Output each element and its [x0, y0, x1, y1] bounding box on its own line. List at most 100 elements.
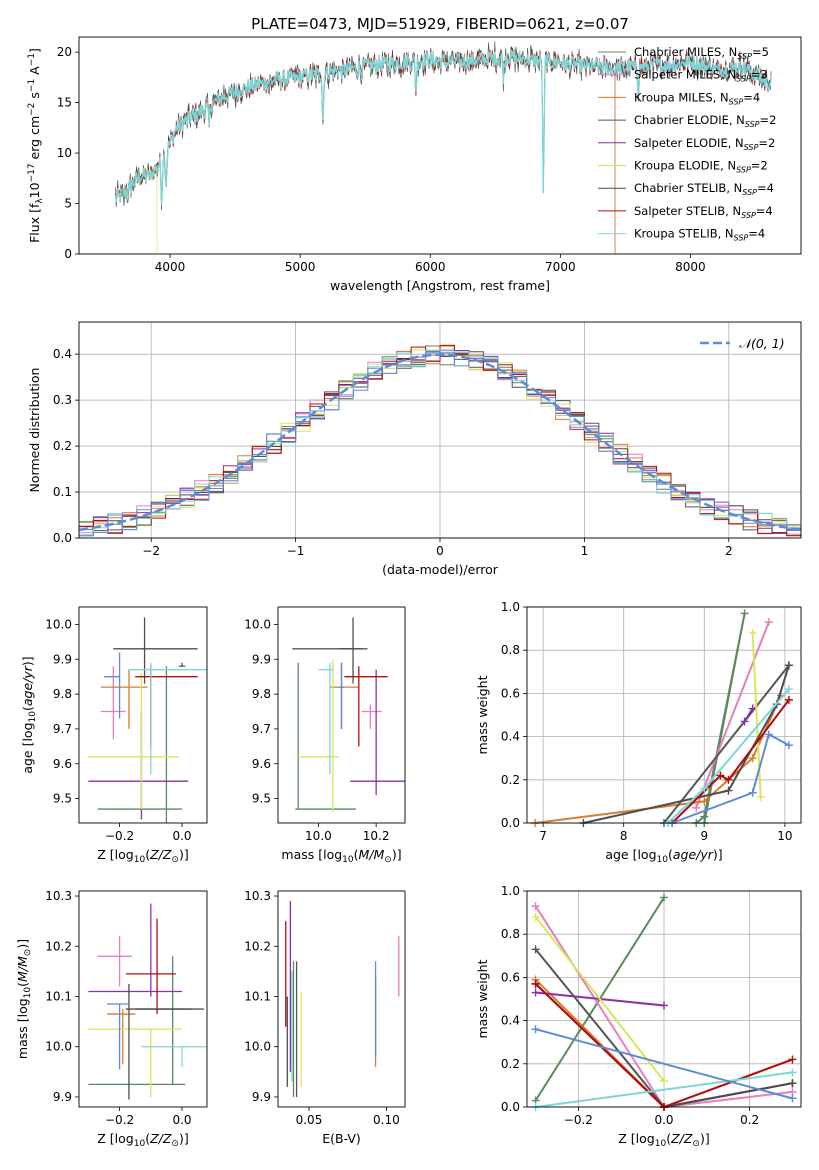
axes-frame: [277, 606, 406, 824]
x-tick-label: −0.2: [564, 1113, 593, 1127]
legend: 𝒩(0, 1): [700, 336, 785, 351]
x-tick-label: 0: [436, 544, 444, 558]
axes-age-massweight: 7 8 9 10 0.0 0.2 0.4 0.6 0.8 1.0 age [log10(age/yr…: [475, 600, 802, 865]
y-axis-label: age [log10(age/yr)]: [20, 656, 38, 773]
y-tick-label: 0.2: [53, 439, 72, 453]
series-marker: [764, 730, 773, 739]
x-tick-label: −0.2: [105, 1113, 134, 1127]
y-tick-label: 9.7: [53, 722, 72, 736]
series-marker: [788, 1094, 797, 1103]
axes-mass-age: 10.0 10.2 9.5 9.6 9.7 9.8 9.9 10.0 mass [log10(M…: [244, 606, 406, 865]
x-tick-label: 0.2: [740, 1113, 759, 1127]
figure-title: PLATE=0473, MJD=51929, FIBERID=0621, z=0…: [251, 15, 629, 33]
series-marker: [660, 1001, 668, 1010]
x-tick-label: 0.0: [172, 1113, 191, 1127]
y-tick-label: 0.0: [501, 816, 520, 830]
x-tick-label: 4000: [155, 260, 186, 274]
axes-frame: [526, 890, 802, 1108]
y-axis-label: mass weight: [475, 959, 490, 1038]
series-marker: [784, 695, 793, 704]
x-tick-label: 7000: [545, 260, 576, 274]
x-tick-label: 0.10: [373, 1113, 400, 1127]
x-axis-label: Z [log10(Z/Z⊙)]: [97, 847, 188, 865]
y-tick-label: 0.8: [501, 927, 520, 941]
x-tick-label: 10.2: [363, 829, 390, 843]
y-tick-label: 0.6: [501, 970, 520, 984]
y-tick-label: 0.0: [501, 1100, 520, 1114]
x-axis-label: Z [log10(Z/Z⊙)]: [97, 1131, 188, 1149]
x-tick-label: 10: [777, 829, 792, 843]
y-tick-label: 9.8: [53, 687, 72, 701]
plot-area-mass-age: [292, 617, 405, 813]
x-tick-label: −2: [142, 544, 160, 558]
series-marker: [788, 1068, 797, 1077]
y-tick-label: 20: [57, 45, 72, 59]
series-marker: [660, 893, 668, 902]
gaussian-curve: [78, 353, 802, 532]
y-tick-label: 9.5: [252, 792, 271, 806]
series-marker: [756, 793, 765, 802]
y-tick-label: 0.4: [501, 730, 520, 744]
series-line: [695, 613, 746, 824]
x-tick-label: 8000: [675, 260, 706, 274]
series-marker: [740, 609, 749, 618]
series-marker: [788, 1079, 797, 1088]
histogram-step: [79, 352, 801, 537]
plot-area-EBV-mass: [285, 901, 400, 1097]
axes-frame: [78, 321, 802, 539]
y-tick-label: 9.5: [53, 792, 72, 806]
series-marker: [692, 803, 701, 812]
x-tick-label: −0.2: [105, 829, 134, 843]
y-tick-label: 9.9: [252, 652, 271, 666]
y-tick-label: 9.9: [252, 1090, 271, 1104]
x-tick-label: 10.0: [305, 829, 332, 843]
legend-label: Salpeter MILES, NSSP=3: [634, 68, 768, 84]
series-line: [671, 732, 790, 824]
series-marker: [764, 618, 773, 627]
y-tick-label: 1.0: [501, 600, 520, 614]
axes-Z-mass: −0.2 0.0 9.9 10.0 10.1 10.2 10.3 Z [log10(Z/Z⊙)…: [15, 889, 208, 1149]
y-tick-label: 9.7: [252, 722, 271, 736]
legend-label: Chabrier STELIB, NSSP=4: [634, 181, 774, 197]
y-tick-label: 0.2: [501, 1057, 520, 1071]
y-tick-label: 0.8: [501, 643, 520, 657]
legend-label: Kroupa ELODIE, NSSP=2: [634, 159, 768, 175]
series-marker: [748, 704, 757, 713]
y-tick-label: 10.3: [45, 889, 72, 903]
y-axis-label: mass weight: [475, 675, 490, 754]
x-tick-label: 7: [539, 829, 547, 843]
series-line: [534, 916, 665, 1082]
y-tick-label: 10.2: [45, 939, 72, 953]
legend-label: Kroupa MILES, NSSP=4: [634, 90, 760, 106]
series-marker: [700, 797, 709, 806]
y-tick-label: 10: [57, 146, 72, 160]
series-line: [535, 1028, 793, 1100]
y-tick-label: 9.8: [252, 687, 271, 701]
x-tick-label: 2: [725, 544, 733, 558]
y-tick-label: 0: [64, 247, 72, 261]
legend-label: Kroupa STELIB, NSSP=4: [634, 227, 765, 243]
y-tick-label: 0.4: [53, 347, 72, 361]
y-tick-label: 0.1: [53, 485, 72, 499]
x-axis-label: E(B-V): [322, 1131, 361, 1146]
y-tick-label: 10.2: [244, 939, 271, 953]
x-tick-label: 6000: [415, 260, 446, 274]
y-axis-label: Normed distribution: [27, 368, 42, 493]
y-tick-label: 9.6: [252, 757, 271, 771]
legend-label: Salpeter ELODIE, NSSP=2: [634, 136, 775, 152]
x-tick-label: 1: [581, 544, 589, 558]
series-marker: [784, 661, 793, 670]
series-marker: [788, 1055, 797, 1064]
series-marker: [531, 988, 540, 997]
plot-area-Z-mass: [88, 903, 207, 1100]
y-tick-label: 9.6: [53, 757, 72, 771]
y-tick-label: 10.0: [45, 617, 72, 631]
y-tick-label: 0.4: [501, 1014, 520, 1028]
series-marker: [784, 741, 793, 750]
axes-EBV-mass: 0.05 0.10 9.9 10.0 10.1 10.2 10.3 E(B-V): [244, 889, 406, 1146]
y-tick-label: 0.6: [501, 686, 520, 700]
series-marker: [748, 788, 757, 797]
series-marker: [531, 902, 540, 911]
y-axis-label: mass [log10(M/M⊙)]: [15, 939, 33, 1059]
